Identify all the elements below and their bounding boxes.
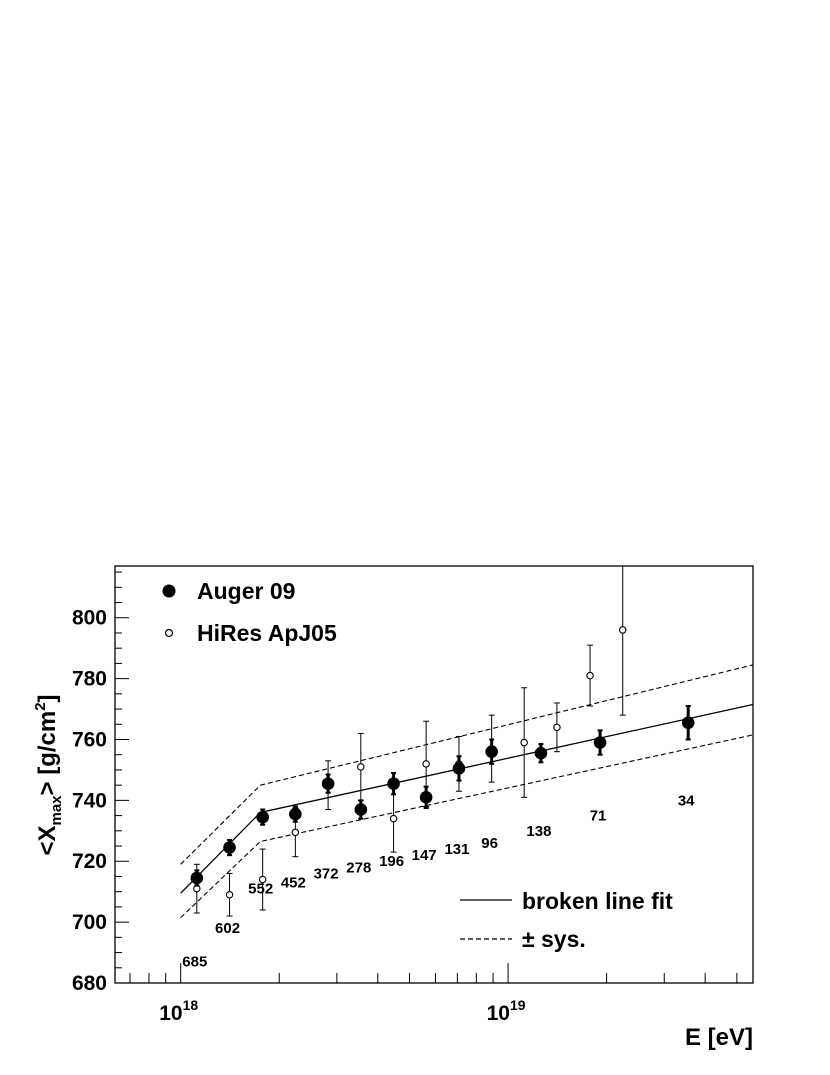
broken-line-fit: [180, 703, 754, 894]
legend-fit-label: broken line fit: [522, 888, 673, 914]
auger-point: [354, 803, 368, 816]
sys-band-line: [180, 734, 754, 918]
event-count-label: 452: [281, 875, 306, 892]
legend-sys-label: ± sys.: [522, 926, 586, 952]
y-axis-title: <Xmax> [g/cm2]: [32, 694, 65, 855]
x-axis-title: E [eV]: [685, 1024, 753, 1051]
auger-point: [321, 777, 335, 790]
auger-point: [452, 762, 466, 775]
x-axis: 1018 1019: [129, 963, 738, 1025]
event-count-label: 138: [526, 823, 551, 840]
y-tick-label: 800: [72, 607, 107, 630]
hires-point: [291, 828, 300, 837]
plot-frame: [114, 565, 754, 984]
y-tick-label: 780: [72, 668, 107, 691]
y-axis: 680 700 720 740 760 780 800: [72, 571, 129, 995]
event-count-label: 147: [412, 847, 437, 864]
legend-auger-marker: [162, 584, 176, 598]
event-count-label: 71: [590, 808, 607, 825]
event-count-label: 196: [379, 853, 404, 870]
x-tick-label: 1019: [487, 997, 526, 1025]
hires-point: [225, 890, 234, 899]
hires-point: [618, 626, 627, 634]
event-count-label: 372: [314, 865, 339, 882]
auger-point: [289, 807, 302, 821]
auger-point: [190, 871, 204, 885]
hires-point: [520, 738, 528, 747]
sys-band-line: [180, 664, 754, 865]
auger-point: [534, 746, 548, 760]
auger-series: [190, 705, 695, 887]
legend-hires-label: HiRes ApJ05: [197, 620, 337, 646]
y-tick-label: 700: [72, 911, 107, 934]
x-tick-label: 1018: [159, 997, 198, 1025]
hires-series: [193, 566, 627, 917]
y-tick-label: 720: [72, 850, 107, 873]
y-tick-label: 760: [72, 728, 107, 751]
y-tick-label: 740: [72, 789, 107, 812]
legend-auger-label: Auger 09: [197, 578, 295, 604]
auger-point: [681, 716, 695, 730]
hires-point: [422, 760, 430, 768]
event-count-label: 34: [678, 792, 695, 809]
event-count-label: 131: [444, 841, 469, 858]
hires-point: [357, 763, 365, 771]
auger-point: [485, 745, 498, 758]
auger-point: [419, 791, 433, 804]
event-count-label: 96: [481, 835, 498, 852]
event-count-label: 278: [346, 859, 371, 876]
auger-point: [593, 736, 607, 749]
auger-point: [387, 777, 400, 790]
auger-point: [223, 841, 236, 854]
y-tick-label: 680: [72, 972, 107, 995]
hires-point: [586, 671, 594, 680]
event-count-label: 602: [215, 920, 240, 937]
legend-hires-marker: [164, 628, 174, 638]
hires-point: [258, 875, 267, 884]
legend-lines: broken line fit ± sys.: [460, 888, 673, 952]
event-count-labels: 685 602 552 452 372 278 196 147 131 96 138 71 34: [182, 792, 695, 970]
event-count-label: 685: [182, 954, 207, 971]
auger-point: [256, 810, 269, 824]
event-count-label: 552: [248, 881, 273, 898]
hires-point: [553, 723, 561, 732]
legend-main: Auger 09 HiRes ApJ05: [162, 578, 337, 646]
hires-point: [389, 814, 398, 823]
